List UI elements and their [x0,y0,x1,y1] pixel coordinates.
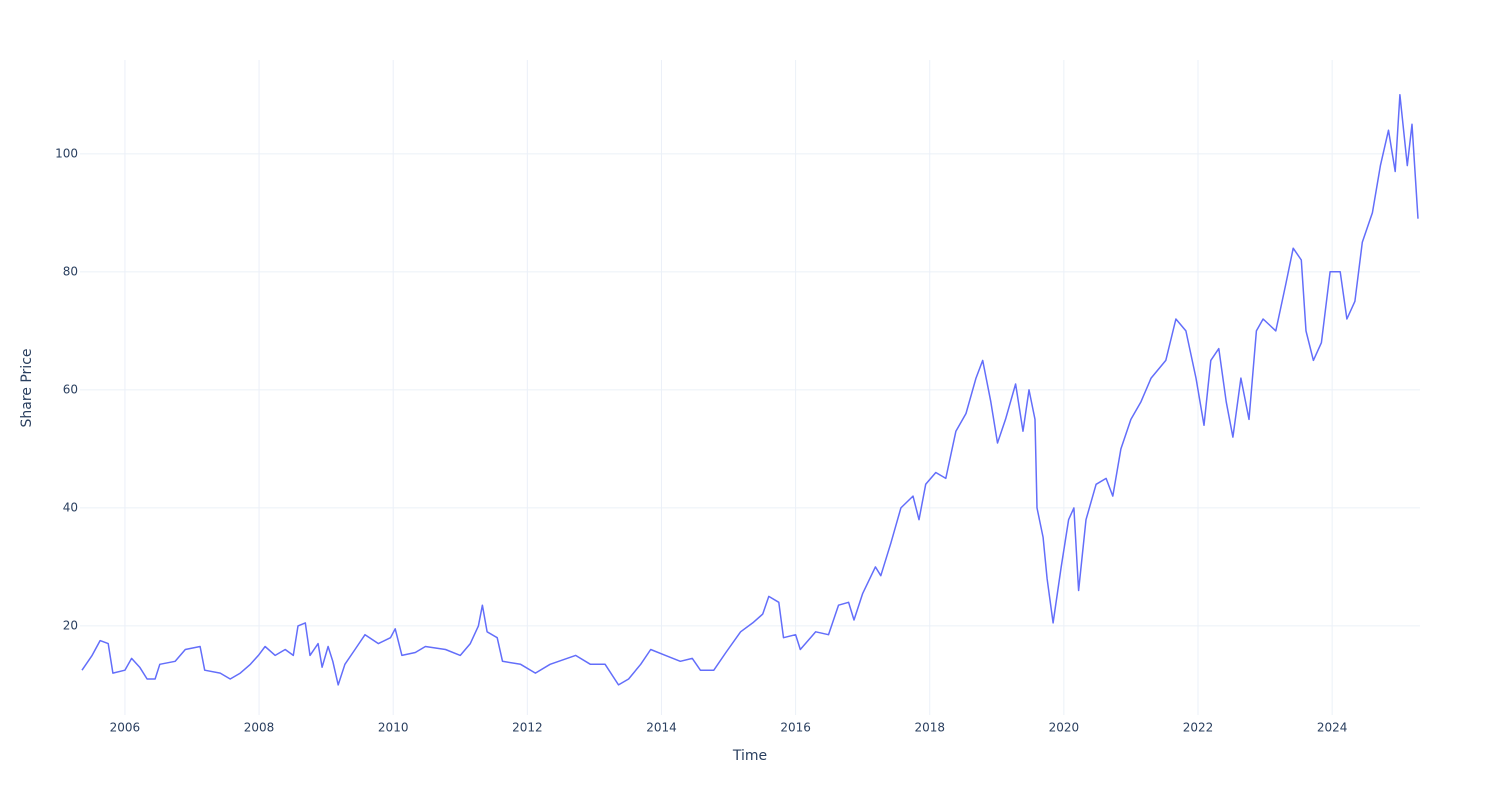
y-tick-label: 80 [63,264,78,278]
x-tick-label: 2010 [378,721,409,735]
y-tick-label: 20 [63,618,78,632]
x-tick-label: 2020 [1049,721,1080,735]
y-tick-label: 40 [63,500,78,514]
x-tick-label: 2008 [244,721,275,735]
x-tick-label: 2022 [1183,721,1214,735]
x-tick-label: 2006 [110,721,141,735]
x-tick-label: 2016 [780,721,811,735]
x-tick-label: 2012 [512,721,543,735]
x-tick-label: 2024 [1317,721,1348,735]
x-tick-label: 2014 [646,721,677,735]
y-axis-title: Share Price [19,348,35,427]
y-tick-label: 100 [55,146,78,160]
x-axis-title: Time [732,748,767,764]
y-tick-label: 60 [63,382,78,396]
x-tick-label: 2018 [914,721,945,735]
price-line [81,94,1419,686]
